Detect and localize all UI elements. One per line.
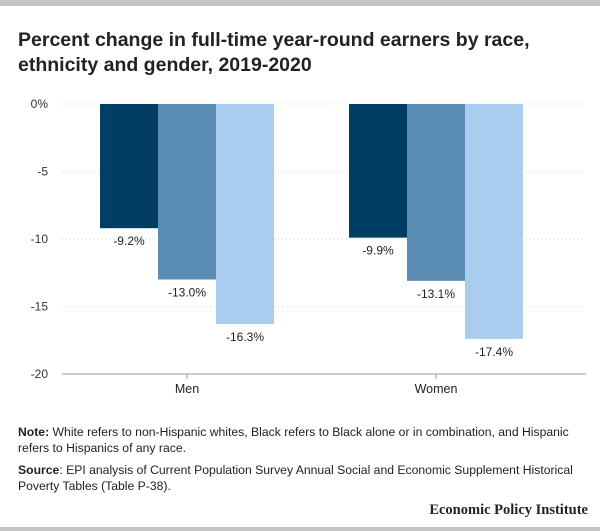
data-label: -16.3% <box>226 330 264 344</box>
bar <box>100 104 158 229</box>
bar <box>349 104 407 238</box>
note-label: Note: <box>18 425 50 439</box>
chart-title: Percent change in full-time year-round e… <box>18 29 530 76</box>
y-tick-label: -10 <box>31 232 49 246</box>
notes: Note: White refers to non-Hispanic white… <box>18 424 586 500</box>
data-label: -17.4% <box>475 345 513 359</box>
y-tick-label: 0% <box>31 97 49 111</box>
y-tick-label: -20 <box>31 367 49 381</box>
bottom-rule <box>0 527 600 531</box>
y-tick-label: -15 <box>31 300 49 314</box>
y-tick-label: -5 <box>37 165 48 179</box>
top-rule <box>0 0 600 6</box>
source-paragraph: Source: EPI analysis of Current Populati… <box>18 462 586 494</box>
source-text: : EPI analysis of Current Population Sur… <box>18 463 573 493</box>
x-category-label: Men <box>175 382 199 396</box>
bar <box>158 104 216 280</box>
bar-chart: 0% -5 -10 -15 -20 -9.2% -9.9% -13.0% -13.1% -16.3… <box>31 97 586 396</box>
bar <box>465 104 523 339</box>
bar <box>407 104 465 281</box>
brand-logo: Economic Policy Institute <box>429 502 588 518</box>
bar <box>216 104 274 325</box>
note-text: White refers to non-Hispanic whites, Bla… <box>18 425 569 455</box>
note-paragraph: Note: White refers to non-Hispanic white… <box>18 424 586 456</box>
data-label: -9.9% <box>362 244 394 258</box>
x-category-label: Women <box>415 382 458 396</box>
source-label: Source <box>18 463 60 477</box>
data-label: -13.1% <box>417 287 455 301</box>
data-label: -13.0% <box>168 286 206 300</box>
data-label: -9.2% <box>113 234 145 248</box>
